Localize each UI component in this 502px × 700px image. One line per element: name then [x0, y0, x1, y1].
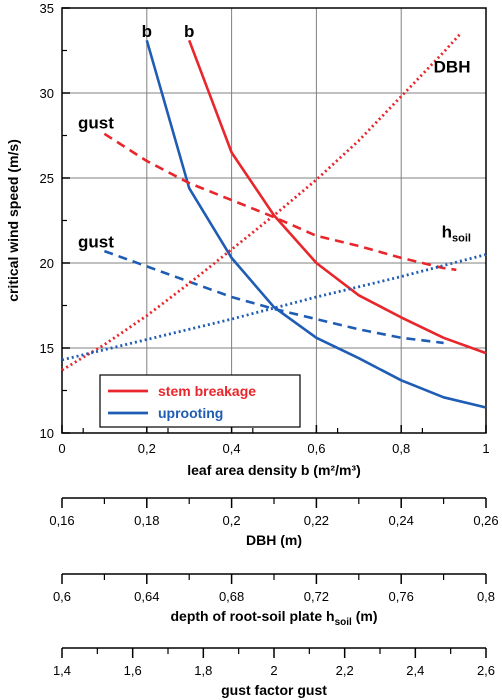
- y-tick-label: 30: [40, 86, 54, 101]
- curve-label: gust: [78, 114, 114, 133]
- secondary-tick-label: 1,6: [124, 663, 142, 678]
- secondary-tick-label: 0,18: [134, 513, 159, 528]
- secondary-tick-label: 0,26: [473, 513, 498, 528]
- legend-label: stem breakage: [158, 383, 256, 399]
- x-tick-label: 0,6: [307, 441, 325, 456]
- plot-frame: [61, 7, 487, 434]
- y-tick-label: 15: [40, 341, 54, 356]
- secondary-tick-label: 2,2: [336, 663, 354, 678]
- legend-label: uprooting: [158, 405, 223, 421]
- x-tick-label: 0,2: [138, 441, 156, 456]
- series-line-gust: [103, 132, 457, 272]
- secondary-tick-label: 0,6: [53, 589, 71, 604]
- series-line-b: [187, 39, 487, 355]
- secondary-tick-label: 2,4: [406, 663, 424, 678]
- secondary-axis-label: gust factor gust: [221, 682, 327, 698]
- x-tick-label: 1: [482, 441, 489, 456]
- legend-box: [99, 374, 301, 428]
- secondary-tick-label: 0,64: [134, 589, 159, 604]
- x-tick-label: 0,4: [223, 441, 241, 456]
- secondary-tick-label: 0,2: [223, 513, 241, 528]
- y-tick-label: 35: [40, 1, 54, 16]
- curve-label: hsoil: [442, 223, 471, 245]
- series-line-gust: [103, 249, 444, 345]
- secondary-tick-label: 0,72: [304, 589, 329, 604]
- secondary-tick-label: 2,6: [477, 663, 495, 678]
- secondary-tick-label: 0,76: [389, 589, 414, 604]
- secondary-tick-label: 2: [270, 663, 277, 678]
- secondary-tick-label: 0,16: [49, 513, 74, 528]
- secondary-tick-label: 0,8: [477, 589, 495, 604]
- y-axis-label: critical wind speed (m/s): [5, 139, 21, 302]
- curve-label: b: [184, 22, 194, 41]
- y-tick-label: 10: [40, 426, 54, 441]
- curve-label: DBH: [434, 58, 471, 77]
- secondary-tick-label: 0,68: [219, 589, 244, 604]
- curve-label: gust: [78, 233, 114, 252]
- y-tick-label: 20: [40, 256, 54, 271]
- secondary-tick-label: 1,4: [53, 663, 71, 678]
- x-tick-label: 0,8: [392, 441, 410, 456]
- secondary-axis-label: DBH (m): [246, 532, 302, 548]
- x-axis-label: leaf area density b (m²/m³): [187, 462, 361, 478]
- secondary-tick-label: 1,8: [194, 663, 212, 678]
- secondary-axis-label: depth of root-soil plate hsoil (m): [170, 608, 377, 628]
- curve-label: b: [142, 22, 152, 41]
- secondary-tick-label: 0,22: [304, 513, 329, 528]
- secondary-tick-label: 0,24: [389, 513, 414, 528]
- y-tick-label: 25: [40, 171, 54, 186]
- x-tick-label: 0: [58, 441, 65, 456]
